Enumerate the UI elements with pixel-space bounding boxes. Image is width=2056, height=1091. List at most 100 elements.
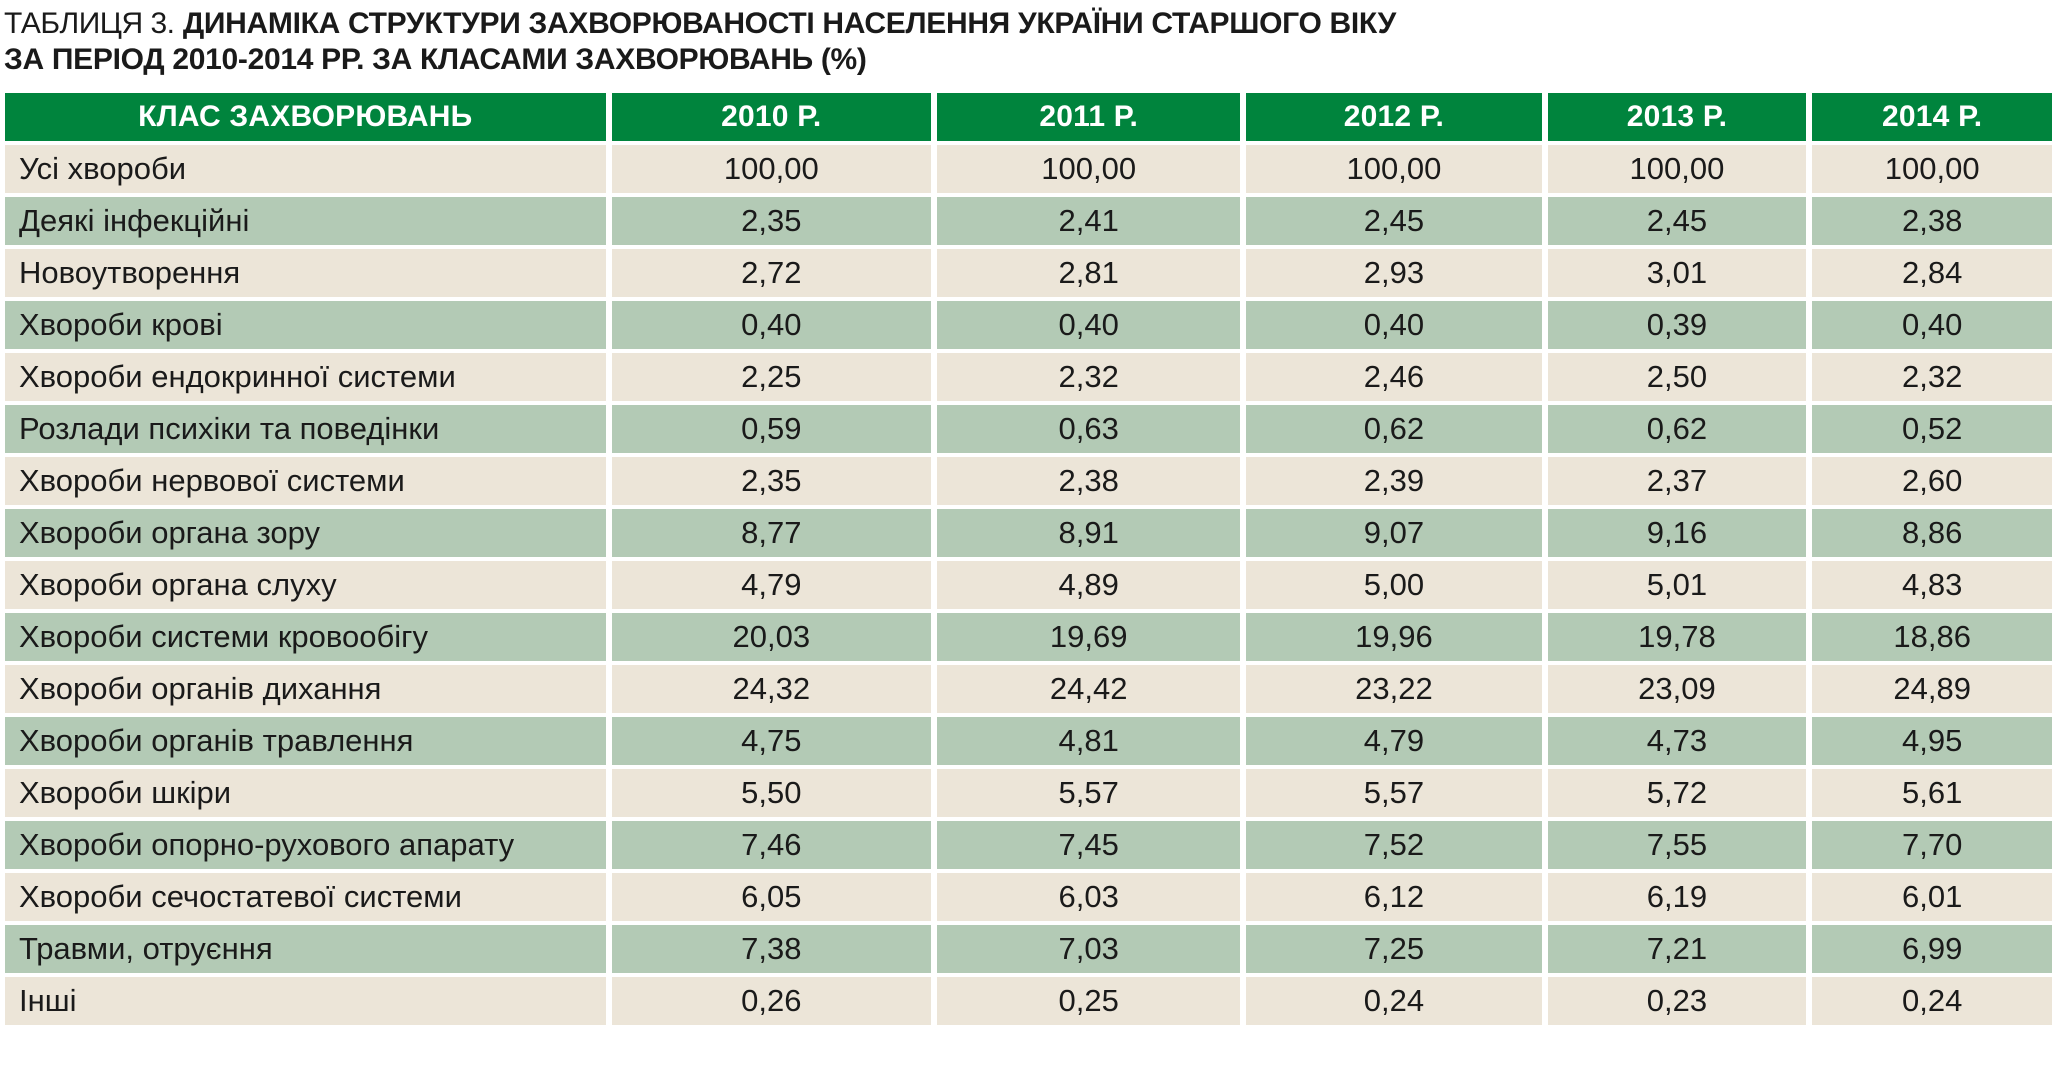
- table-row: Розлади психіки та поведінки 0,59 0,63 0,62…: [5, 405, 2052, 453]
- morbidity-table: КЛАС ЗАХВОРЮВАНЬ 2010 Р. 2011 Р. 2012 Р.…: [0, 89, 2056, 1029]
- class-cell: Новоутворення: [5, 249, 606, 297]
- class-cell: Травми, отруєння: [5, 925, 606, 973]
- value-2011: 4,81: [937, 717, 1241, 765]
- value-2014: 4,83: [1812, 561, 2052, 609]
- value-2012: 2,46: [1246, 353, 1542, 401]
- table-row: Усі хвороби 100,00 100,00 100,00 100,00 100,0…: [5, 145, 2052, 193]
- value-2013: 100,00: [1547, 145, 1807, 193]
- value-2010: 2,35: [611, 197, 932, 245]
- class-cell: Хвороби шкіри: [5, 769, 606, 817]
- column-header-class: КЛАС ЗАХВОРЮВАНЬ: [5, 93, 606, 141]
- value-2013: 0,23: [1547, 977, 1807, 1025]
- table-header-row: КЛАС ЗАХВОРЮВАНЬ 2010 Р. 2011 Р. 2012 Р.…: [5, 93, 2052, 141]
- value-2014: 18,86: [1812, 613, 2052, 661]
- value-2012: 5,00: [1246, 561, 1542, 609]
- table-row: Деякі інфекційні 2,35 2,41 2,45 2,45 2,38: [5, 197, 2052, 245]
- table-row: Хвороби органів дихання 24,32 24,42 23,22 23…: [5, 665, 2052, 713]
- value-2012: 9,07: [1246, 509, 1542, 557]
- value-2012: 5,57: [1246, 769, 1542, 817]
- value-2013: 7,55: [1547, 821, 1807, 869]
- value-2013: 2,37: [1547, 457, 1807, 505]
- class-cell: Хвороби органа зору: [5, 509, 606, 557]
- value-2010: 0,26: [611, 977, 932, 1025]
- column-header-2013: 2013 Р.: [1547, 93, 1807, 141]
- value-2013: 23,09: [1547, 665, 1807, 713]
- class-cell: Деякі інфекційні: [5, 197, 606, 245]
- value-2014: 0,40: [1812, 301, 2052, 349]
- column-header-2011: 2011 Р.: [937, 93, 1241, 141]
- value-2011: 100,00: [937, 145, 1241, 193]
- title-prefix: ТАБЛИЦЯ 3.: [4, 7, 175, 40]
- table-title: ТАБЛИЦЯ 3. ДИНАМІКА СТРУКТУРИ ЗАХВОРЮВАН…: [4, 6, 2044, 78]
- value-2014: 7,70: [1812, 821, 2052, 869]
- value-2010: 4,79: [611, 561, 932, 609]
- value-2014: 6,01: [1812, 873, 2052, 921]
- value-2012: 2,93: [1246, 249, 1542, 297]
- value-2012: 0,62: [1246, 405, 1542, 453]
- value-2011: 2,32: [937, 353, 1241, 401]
- value-2011: 0,25: [937, 977, 1241, 1025]
- value-2014: 2,84: [1812, 249, 2052, 297]
- table-row: Хвороби системи кровообігу 20,03 19,69 19,9…: [5, 613, 2052, 661]
- title-main-line-1: ДИНАМІКА СТРУКТУРИ ЗАХВОРЮВАНОСТІ НАСЕЛЕ…: [182, 7, 1397, 40]
- table-row: Хвороби крові 0,40 0,40 0,40 0,39 0,40: [5, 301, 2052, 349]
- value-2010: 20,03: [611, 613, 932, 661]
- class-cell: Інші: [5, 977, 606, 1025]
- table-row: Хвороби сечостатевої системи 6,05 6,03 6,12…: [5, 873, 2052, 921]
- value-2010: 6,05: [611, 873, 932, 921]
- value-2011: 19,69: [937, 613, 1241, 661]
- value-2010: 100,00: [611, 145, 932, 193]
- table-row: Хвороби опорно-рухового апарату 7,46 7,45 7…: [5, 821, 2052, 869]
- value-2012: 19,96: [1246, 613, 1542, 661]
- value-2013: 3,01: [1547, 249, 1807, 297]
- column-header-2012: 2012 Р.: [1246, 93, 1542, 141]
- value-2011: 2,41: [937, 197, 1241, 245]
- table-row: Хвороби органа слуху 4,79 4,89 5,00 5,01 4,83: [5, 561, 2052, 609]
- value-2011: 7,45: [937, 821, 1241, 869]
- class-cell: Хвороби органа слуху: [5, 561, 606, 609]
- value-2010: 2,25: [611, 353, 932, 401]
- value-2011: 8,91: [937, 509, 1241, 557]
- value-2012: 2,45: [1246, 197, 1542, 245]
- class-cell: Усі хвороби: [5, 145, 606, 193]
- table-row: Хвороби органів травлення 4,75 4,81 4,79 4,7…: [5, 717, 2052, 765]
- value-2013: 2,45: [1547, 197, 1807, 245]
- value-2014: 2,60: [1812, 457, 2052, 505]
- class-cell: Хвороби органів травлення: [5, 717, 606, 765]
- value-2012: 23,22: [1246, 665, 1542, 713]
- value-2012: 6,12: [1246, 873, 1542, 921]
- value-2013: 5,72: [1547, 769, 1807, 817]
- class-cell: Хвороби опорно-рухового апарату: [5, 821, 606, 869]
- column-header-2010: 2010 Р.: [611, 93, 932, 141]
- value-2011: 7,03: [937, 925, 1241, 973]
- value-2011: 0,63: [937, 405, 1241, 453]
- value-2013: 6,19: [1547, 873, 1807, 921]
- value-2012: 7,25: [1246, 925, 1542, 973]
- value-2014: 2,38: [1812, 197, 2052, 245]
- value-2010: 0,59: [611, 405, 932, 453]
- value-2014: 0,52: [1812, 405, 2052, 453]
- value-2010: 4,75: [611, 717, 932, 765]
- value-2011: 4,89: [937, 561, 1241, 609]
- data-table-wrapper: КЛАС ЗАХВОРЮВАНЬ 2010 Р. 2011 Р. 2012 Р.…: [5, 93, 2052, 1029]
- value-2010: 2,72: [611, 249, 932, 297]
- column-header-2014: 2014 Р.: [1812, 93, 2052, 141]
- value-2011: 2,38: [937, 457, 1241, 505]
- table-row: Травми, отруєння 7,38 7,03 7,25 7,21 6,99: [5, 925, 2052, 973]
- title-line-2: ЗА ПЕРІОД 2010-2014 РР. ЗА КЛАСАМИ ЗАХВО…: [4, 42, 2044, 78]
- table-row: Хвороби шкіри 5,50 5,57 5,57 5,72 5,61: [5, 769, 2052, 817]
- value-2013: 9,16: [1547, 509, 1807, 557]
- value-2012: 0,40: [1246, 301, 1542, 349]
- value-2010: 24,32: [611, 665, 932, 713]
- value-2013: 5,01: [1547, 561, 1807, 609]
- value-2013: 0,62: [1547, 405, 1807, 453]
- value-2010: 7,38: [611, 925, 932, 973]
- title-line-1: ТАБЛИЦЯ 3. ДИНАМІКА СТРУКТУРИ ЗАХВОРЮВАН…: [4, 6, 2044, 42]
- class-cell: Хвороби нервової системи: [5, 457, 606, 505]
- value-2014: 2,32: [1812, 353, 2052, 401]
- value-2010: 7,46: [611, 821, 932, 869]
- value-2010: 5,50: [611, 769, 932, 817]
- value-2014: 5,61: [1812, 769, 2052, 817]
- class-cell: Хвороби сечостатевої системи: [5, 873, 606, 921]
- value-2011: 2,81: [937, 249, 1241, 297]
